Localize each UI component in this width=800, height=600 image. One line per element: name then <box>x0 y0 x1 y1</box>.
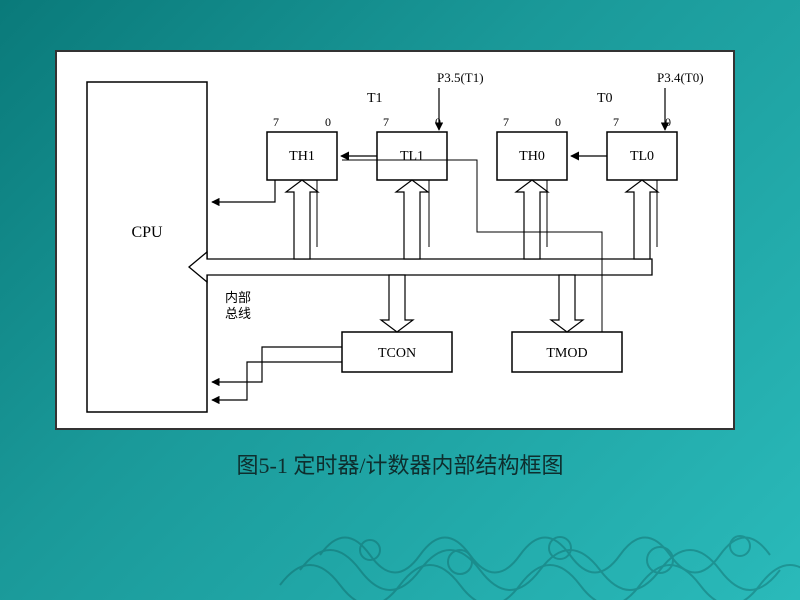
bus-to-tl0 <box>626 180 658 259</box>
reg-th1-bitlo: 0 <box>325 115 331 129</box>
bus-label-2: 总线 <box>225 306 251 321</box>
cpu-block <box>87 82 207 412</box>
wave-decoration <box>0 480 800 600</box>
bus-to-th0 <box>516 180 548 259</box>
bus-label-1: 内部 <box>225 290 251 305</box>
reg-tl1-bithi: 7 <box>383 115 389 129</box>
reg-tl0-top: T0 <box>597 91 613 106</box>
bus-to-tcon <box>381 275 413 332</box>
reg-tl0-pin: P3.4(T0) <box>657 70 704 85</box>
reg-tl1-pin: P3.5(T1) <box>437 70 484 85</box>
reg-tl1-top: T1 <box>367 91 383 106</box>
cpu-label: CPU <box>131 224 163 241</box>
diagram-frame: CPU TH1 7 0 TL1 7 0 T1 P3.5(T1) TH0 7 0 … <box>55 50 735 430</box>
figure-caption: 图5-1 定时器/计数器内部结构框图 <box>0 448 800 480</box>
reg-th0-bithi: 7 <box>503 115 509 129</box>
reg-th0-bitlo: 0 <box>555 115 561 129</box>
bus-to-th1 <box>286 180 318 259</box>
tmod-label: TMOD <box>546 346 587 361</box>
reg-tl0-bitlo: 0 <box>665 115 671 129</box>
reg-th1-label: TH1 <box>289 149 315 164</box>
reg-th0-label: TH0 <box>519 149 545 164</box>
reg-tl0-label: TL0 <box>630 149 654 164</box>
bus-to-tmod <box>551 275 583 332</box>
bus-to-tl1 <box>396 180 428 259</box>
diagram-svg: CPU TH1 7 0 TL1 7 0 T1 P3.5(T1) TH0 7 0 … <box>57 52 733 428</box>
reg-tl1-label: TL1 <box>400 149 424 164</box>
reg-tl1-bitlo: 0 <box>435 115 441 129</box>
line-tcon-cpu-1 <box>212 347 342 382</box>
line-th1-cpu <box>212 180 275 202</box>
reg-tl0-bithi: 7 <box>613 115 619 129</box>
line-tcon-cpu-2 <box>212 362 342 400</box>
tcon-label: TCON <box>378 346 416 361</box>
reg-th1-bithi: 7 <box>273 115 279 129</box>
